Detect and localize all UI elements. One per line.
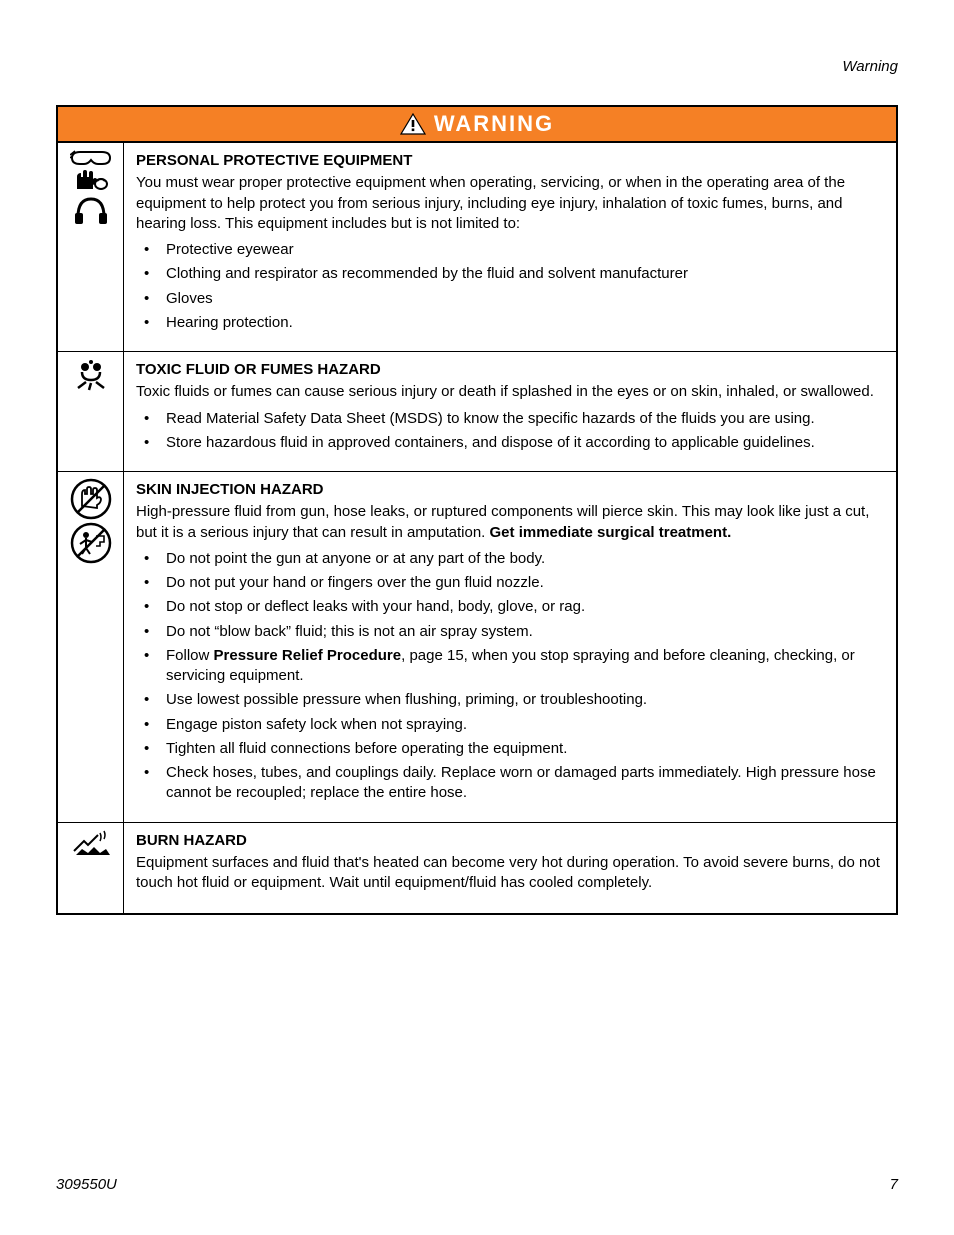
- warning-banner-title: WARNING: [434, 111, 554, 137]
- footer-page-number: 7: [890, 1176, 898, 1193]
- section-burn-title: BURN HAZARD: [136, 831, 884, 851]
- section-ppe-title: PERSONAL PROTECTIVE EQUIPMENT: [136, 151, 884, 171]
- section-ppe-intro: You must wear proper protective equipmen…: [136, 173, 884, 234]
- burn-hazard-icon: [70, 829, 112, 859]
- section-skin-text: SKIN INJECTION HAZARD High-pressure flui…: [124, 472, 896, 822]
- section-skin-bullets: Do not point the gun at anyone or at any…: [136, 549, 884, 804]
- bullet-item: Do not “blow back” fluid; this is not an…: [136, 622, 884, 642]
- bullet-item: Do not point the gun at anyone or at any…: [136, 549, 884, 569]
- section-toxic-title: TOXIC FLUID OR FUMES HAZARD: [136, 360, 884, 380]
- section-ppe-bullets: Protective eyewear Clothing and respirato…: [136, 240, 884, 333]
- section-toxic-bullets: Read Material Safety Data Sheet (MSDS) t…: [136, 409, 884, 454]
- section-toxic-icons: [58, 352, 124, 471]
- hearing-protection-icon: [72, 195, 110, 225]
- section-skin-intro: High-pressure fluid from gun, hose leaks…: [136, 502, 884, 543]
- footer-doc-id: 309550U: [56, 1176, 117, 1193]
- bullet-item: Do not stop or deflect leaks with your h…: [136, 597, 884, 617]
- section-skin-icons: [58, 472, 124, 822]
- section-burn-text: BURN HAZARD Equipment surfaces and fluid…: [124, 823, 896, 914]
- bullet-item: Clothing and respirator as recommended b…: [136, 264, 884, 284]
- bullet-item: Check hoses, tubes, and couplings daily.…: [136, 763, 884, 804]
- warning-triangle-icon: [400, 113, 426, 135]
- warning-table: WARNING: [56, 105, 898, 915]
- section-burn-icons: [58, 823, 124, 914]
- section-burn-intro: Equipment surfaces and fluid that's heat…: [136, 853, 884, 894]
- bullet-item: Store hazardous fluid in approved contai…: [136, 433, 884, 453]
- section-ppe-text: PERSONAL PROTECTIVE EQUIPMENT You must w…: [124, 143, 896, 351]
- page-header-label: Warning: [56, 58, 898, 75]
- section-toxic-text: TOXIC FLUID OR FUMES HAZARD Toxic fluids…: [124, 352, 896, 471]
- no-spray-person-icon: [70, 522, 112, 564]
- goggles-icon: [70, 149, 112, 167]
- toxic-fumes-icon: [72, 358, 110, 392]
- bullet-item: Tighten all fluid connections before ope…: [136, 739, 884, 759]
- no-hand-spray-icon: [70, 478, 112, 520]
- section-toxic-intro: Toxic fluids or fumes can cause serious …: [136, 382, 884, 402]
- section-toxic: TOXIC FLUID OR FUMES HAZARD Toxic fluids…: [58, 352, 896, 472]
- bullet-item: Use lowest possible pressure when flushi…: [136, 690, 884, 710]
- section-skin: SKIN INJECTION HAZARD High-pressure flui…: [58, 472, 896, 823]
- section-ppe-icons: [58, 143, 124, 351]
- page: Warning WARNING: [0, 0, 954, 1235]
- bullet-item: Protective eyewear: [136, 240, 884, 260]
- section-skin-title: SKIN INJECTION HAZARD: [136, 480, 884, 500]
- gloves-icon: [71, 169, 111, 193]
- warning-banner: WARNING: [58, 107, 896, 143]
- bullet-item: Gloves: [136, 289, 884, 309]
- bullet-item: Read Material Safety Data Sheet (MSDS) t…: [136, 409, 884, 429]
- bullet-item: Follow Pressure Relief Procedure, page 1…: [136, 646, 884, 687]
- bullet-item: Engage piston safety lock when not spray…: [136, 715, 884, 735]
- bullet-item: Hearing protection.: [136, 313, 884, 333]
- page-footer: 309550U 7: [56, 1176, 898, 1193]
- section-burn: BURN HAZARD Equipment surfaces and fluid…: [58, 823, 896, 914]
- section-ppe: PERSONAL PROTECTIVE EQUIPMENT You must w…: [58, 143, 896, 352]
- bullet-item: Do not put your hand or fingers over the…: [136, 573, 884, 593]
